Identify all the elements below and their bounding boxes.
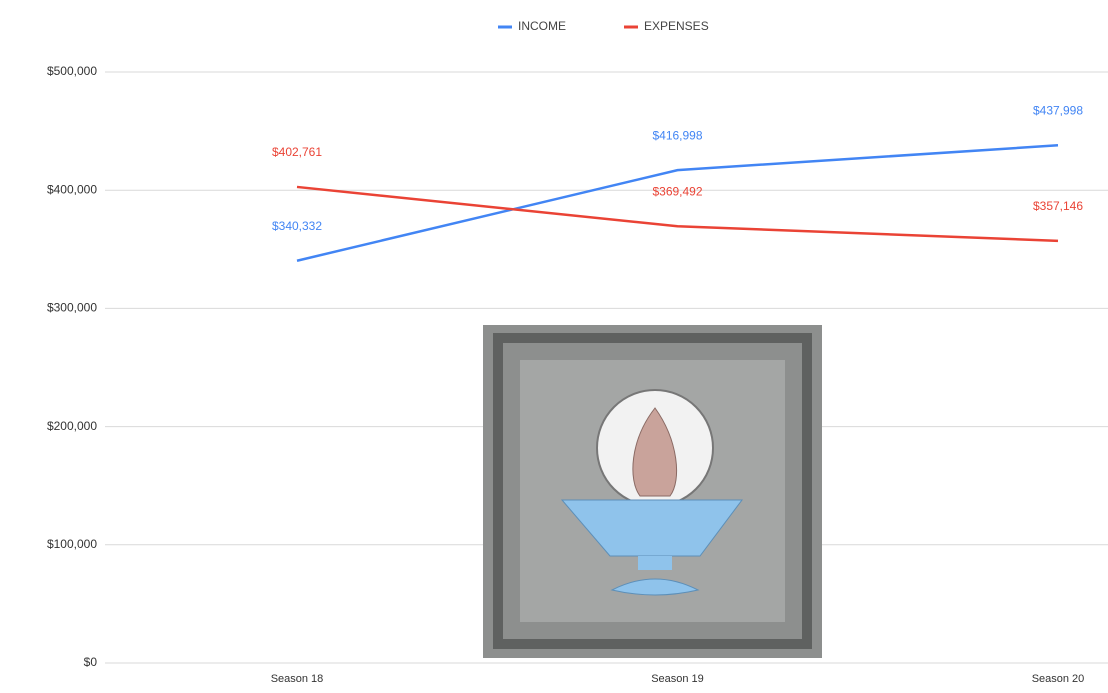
- y-tick-label: $0: [84, 655, 98, 669]
- value-label: $357,146: [1033, 199, 1083, 213]
- x-tick-label: Season 18: [271, 673, 324, 685]
- x-tick-label: Season 20: [1032, 673, 1085, 685]
- plot: Season 18 Season 19 Season 20 INCOME EXPENSE…: [271, 19, 1085, 685]
- x-tick-label: Season 19: [651, 673, 704, 685]
- value-label: $340,332: [272, 219, 322, 233]
- y-tick-label: $200,000: [47, 419, 97, 433]
- value-label: $437,998: [1033, 103, 1083, 117]
- value-label: $402,761: [272, 145, 322, 159]
- value-label: $369,492: [652, 184, 702, 198]
- y-tick-label: $500,000: [47, 64, 97, 78]
- series-line: [296, 144, 1059, 262]
- y-tick-label: $100,000: [47, 537, 97, 551]
- legend-label: EXPENSES: [644, 19, 709, 33]
- series-line: [296, 185, 1059, 243]
- y-tick-label: $300,000: [47, 301, 97, 315]
- value-label: $416,998: [652, 128, 702, 142]
- legend-label: INCOME: [518, 19, 566, 33]
- y-tick-label: $400,000: [47, 182, 97, 196]
- emblem-image: [483, 325, 822, 658]
